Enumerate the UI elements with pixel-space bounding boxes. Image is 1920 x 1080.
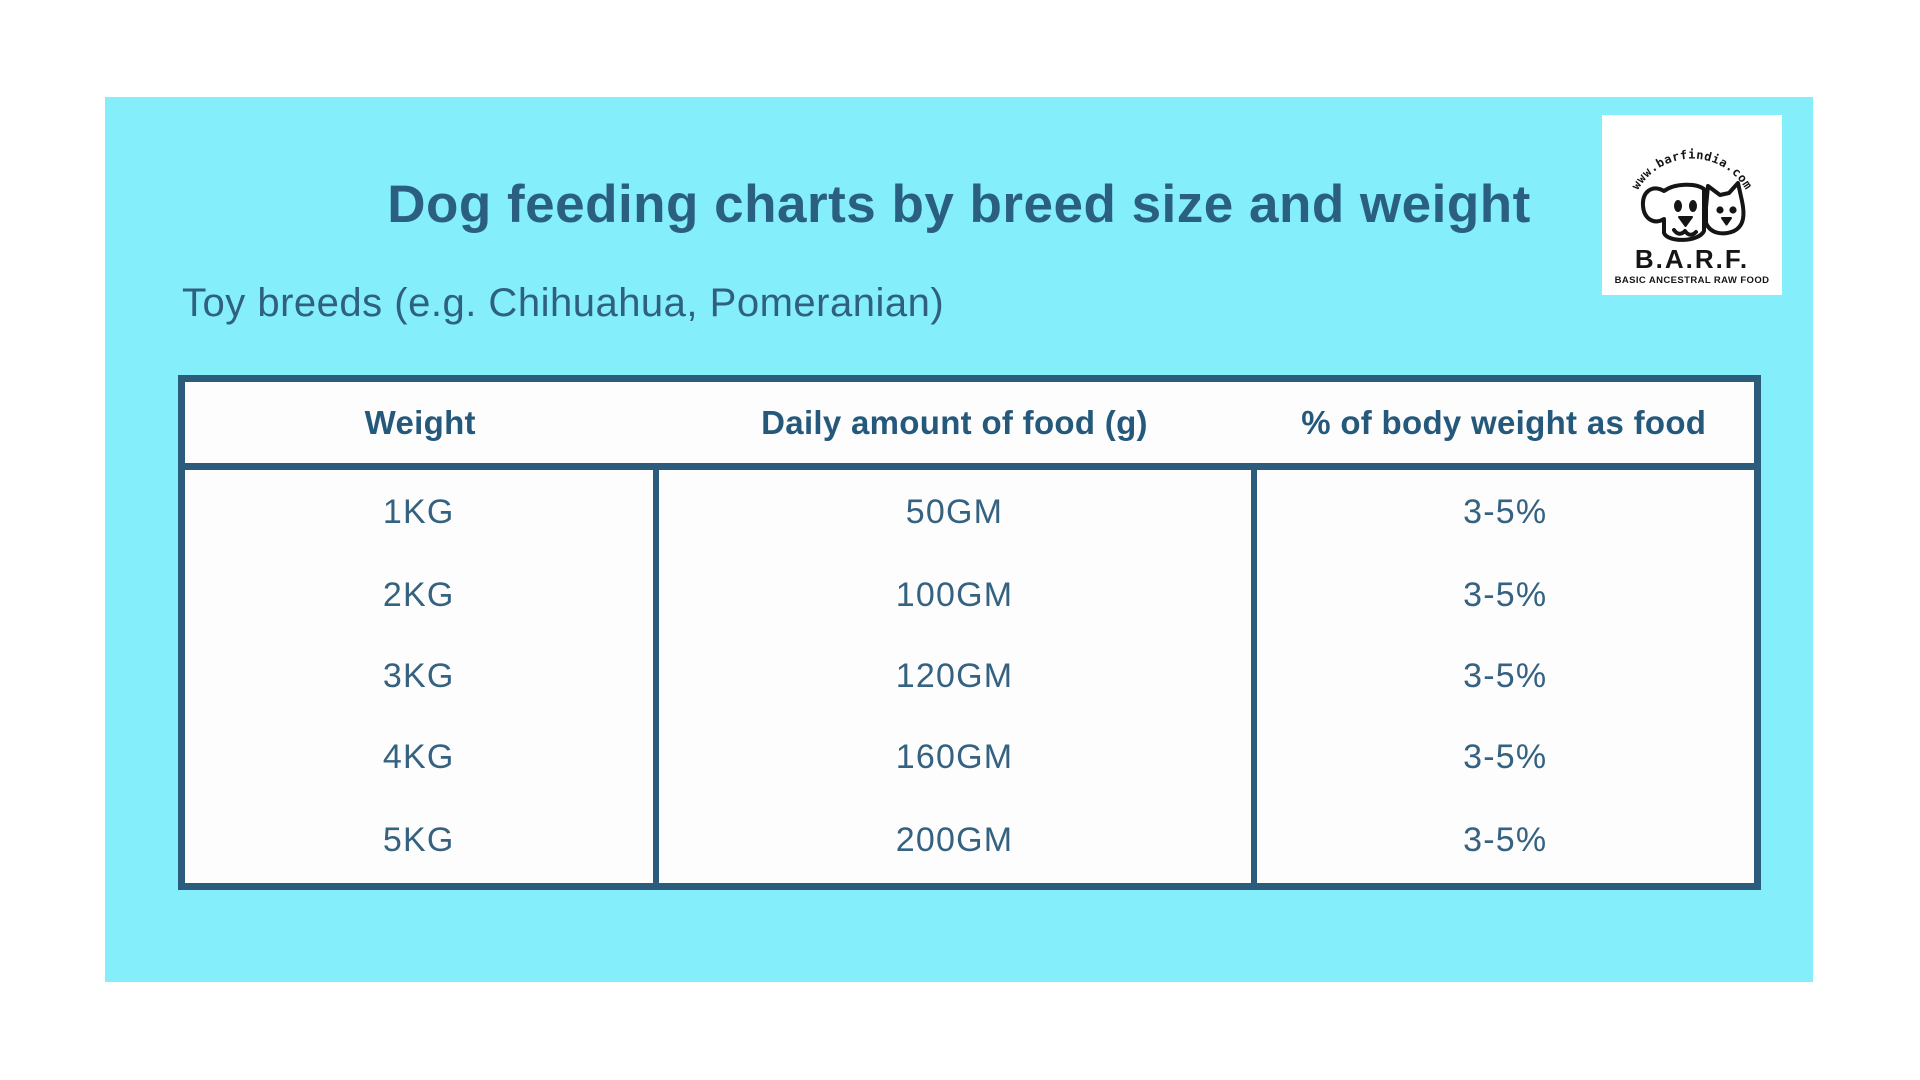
header-daily-amount: Daily amount of food (g) (655, 378, 1254, 470)
cat-face-icon (1704, 181, 1746, 236)
table-row: 3KG 120GM 3-5% (181, 635, 1758, 718)
table-row: 4KG 160GM 3-5% (181, 717, 1758, 799)
cell-daily-amount: 100GM (652, 554, 1257, 636)
cell-daily-amount: 50GM (652, 466, 1257, 555)
dog-face-icon (1640, 182, 1706, 242)
cell-daily-amount: 200GM (652, 798, 1257, 887)
cell-daily-amount: 120GM (652, 635, 1257, 718)
cell-weight: 2KG (181, 554, 659, 636)
logo-name-text: B.A.R.F. (1635, 244, 1749, 274)
cell-daily-amount: 160GM (652, 717, 1257, 799)
cell-weight: 5KG (181, 798, 659, 887)
feeding-chart-table: Weight Daily amount of food (g) % of bod… (178, 375, 1761, 890)
barf-logo-graphic: www.barfindia.com B.A.R.F. BASIC ANCESTR… (1615, 148, 1770, 286)
cell-percent: 3-5% (1250, 717, 1758, 799)
cell-percent: 3-5% (1250, 798, 1758, 887)
table-row: 1KG 50GM 3-5% (181, 466, 1758, 555)
header-weight: Weight (181, 378, 656, 470)
cell-percent: 3-5% (1250, 635, 1758, 718)
cell-percent: 3-5% (1250, 466, 1758, 555)
table-row: 5KG 200GM 3-5% (181, 798, 1758, 887)
table-row: 2KG 100GM 3-5% (181, 554, 1758, 636)
table-header-row: Weight Daily amount of food (g) % of bod… (181, 378, 1758, 470)
cell-percent: 3-5% (1250, 554, 1758, 636)
logo-tagline-text: BASIC ANCESTRAL RAW FOOD (1615, 275, 1770, 286)
cell-weight: 3KG (181, 635, 659, 718)
cell-weight: 4KG (181, 717, 659, 799)
cell-weight: 1KG (181, 466, 659, 555)
page-title: Dog feeding charts by breed size and wei… (387, 175, 1531, 234)
header-percent-body-weight: % of body weight as food (1253, 378, 1758, 470)
barf-logo: www.barfindia.com B.A.R.F. BASIC ANCESTR… (1602, 115, 1782, 295)
breed-group-subtitle: Toy breeds (e.g. Chihuahua, Pomeranian) (182, 281, 945, 325)
